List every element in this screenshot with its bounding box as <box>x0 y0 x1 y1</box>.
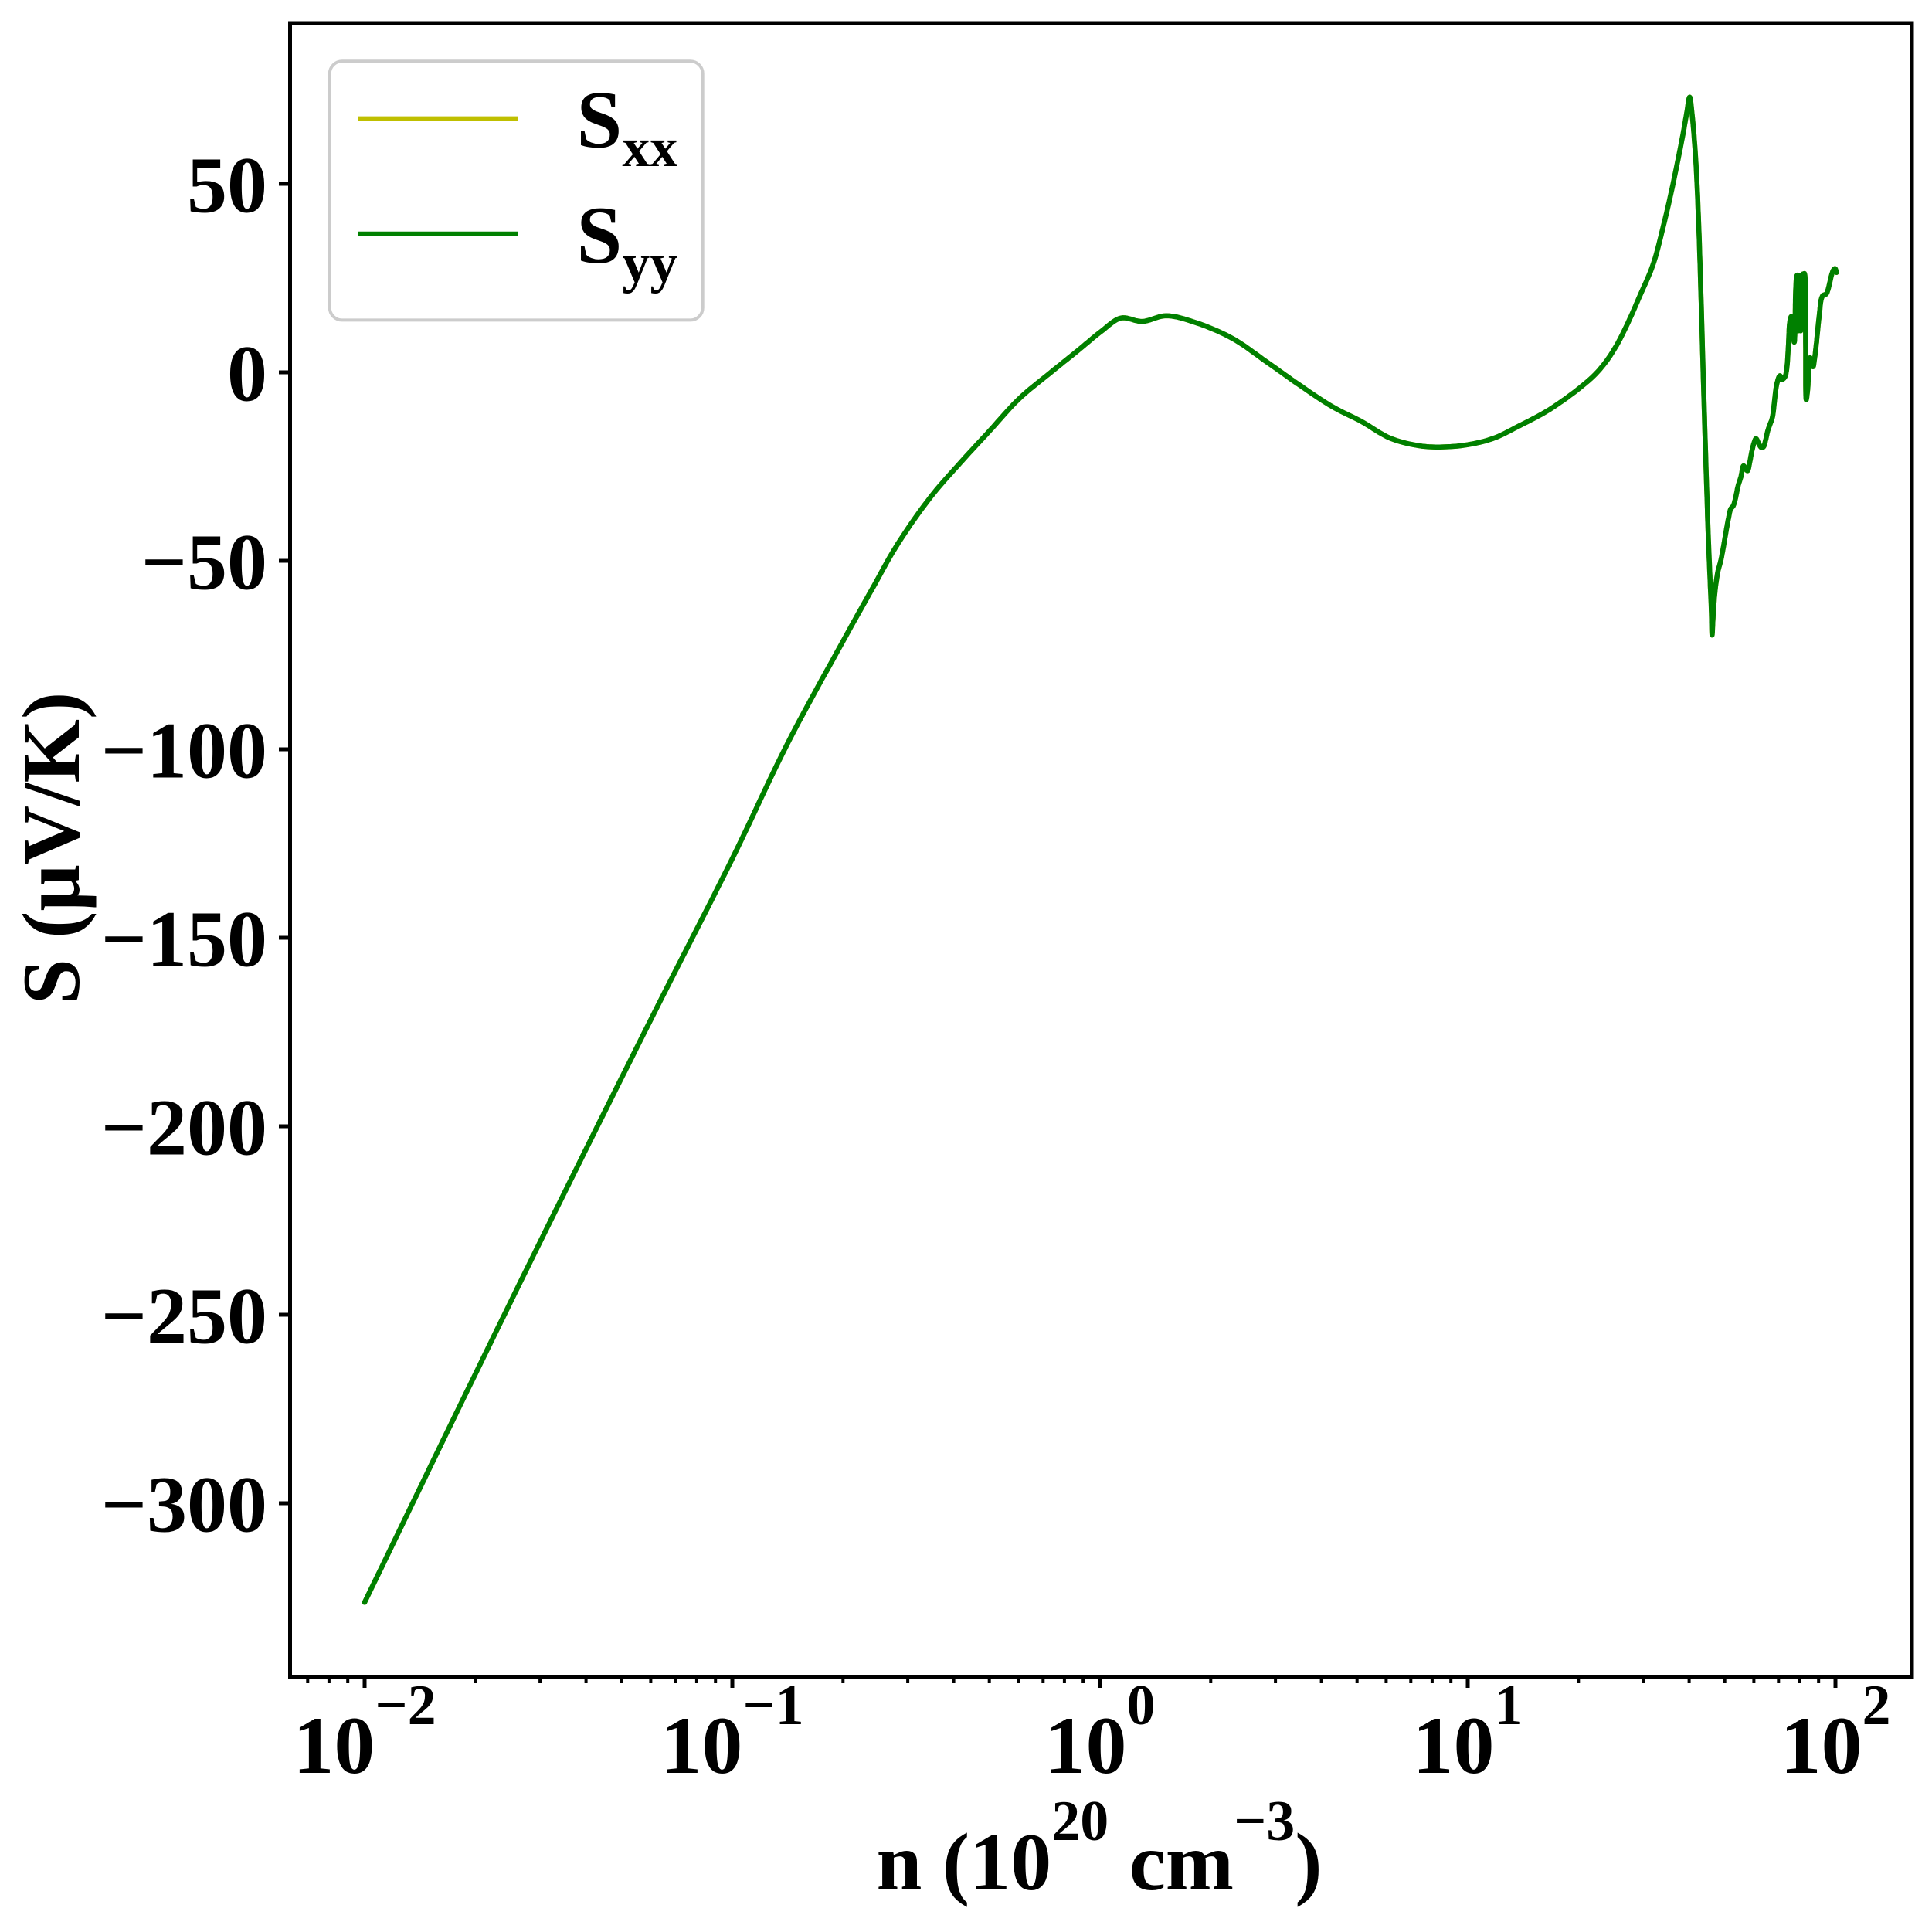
svg-text:0: 0 <box>227 330 267 419</box>
svg-text:−300: −300 <box>101 1461 267 1550</box>
svg-text:−150: −150 <box>101 895 267 984</box>
svg-text:S (μV/K): S (μV/K) <box>6 692 97 1005</box>
svg-text:−100: −100 <box>101 707 267 796</box>
svg-text:50: 50 <box>187 141 267 230</box>
svg-text:−200: −200 <box>101 1084 267 1173</box>
svg-text:−250: −250 <box>101 1272 267 1361</box>
svg-text:−50: −50 <box>141 518 267 607</box>
